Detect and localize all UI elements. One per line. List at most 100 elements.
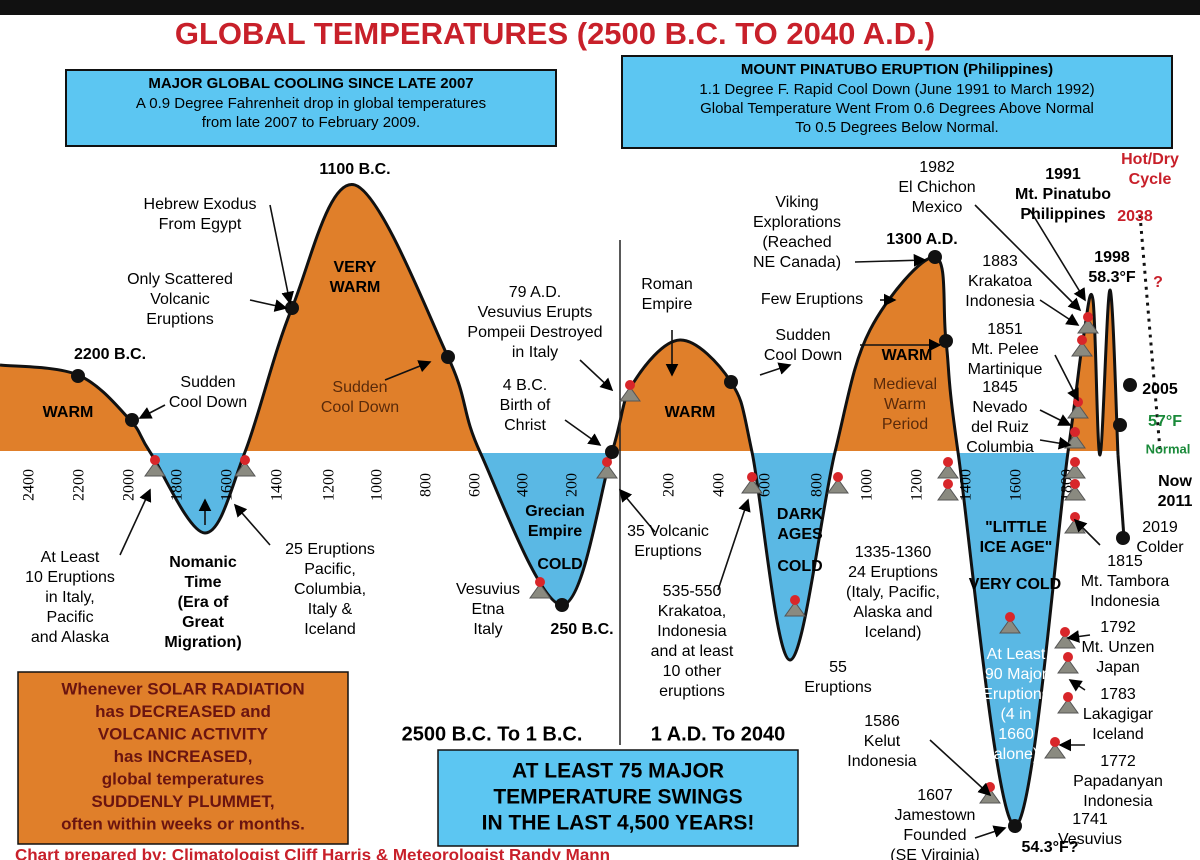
event-dot — [441, 350, 455, 364]
volcano — [741, 478, 763, 494]
annotation-line: 79 A.D. — [509, 284, 561, 301]
annotation-line: 1741 — [1072, 811, 1108, 828]
annotation-line: Period — [882, 416, 928, 433]
annotation-line: Few Eruptions — [761, 291, 863, 308]
annotation-line: Indonesia — [965, 293, 1034, 310]
annotation-line: Iceland — [304, 621, 356, 638]
annotation-line: 1335-1360 — [855, 544, 932, 561]
annotation-line: 24 Eruptions — [848, 564, 938, 581]
annotation-line: Cool Down — [169, 394, 247, 411]
annotation-line: VERY COLD — [969, 576, 1061, 593]
info-box-line: To 0.5 Degrees Below Normal. — [795, 119, 998, 136]
annotation: "LITTLE ICE AGE" — [980, 519, 1053, 556]
volcano — [827, 478, 849, 494]
solar-box — [17, 671, 349, 845]
solar-text-line: has DECREASED and — [95, 702, 271, 721]
arrow — [854, 253, 927, 267]
annotation-line: 1815 — [1107, 553, 1143, 570]
annotation: 1772 Papadanyan Indonesia — [1073, 753, 1163, 810]
annotation-line: del Ruiz — [971, 419, 1029, 436]
axis-label: 1400 — [269, 469, 286, 501]
annotation-line: Grecian — [525, 503, 585, 520]
annotation: 55 Eruptions — [804, 659, 872, 696]
axis-label: 2200 — [71, 469, 88, 501]
annotation: VERY COLD — [969, 576, 1061, 593]
annotation-line: Great — [182, 614, 224, 631]
annotation-line: in Italy, — [45, 589, 95, 606]
volcano — [1064, 463, 1086, 479]
annotation-line: Alaska and — [853, 604, 932, 621]
annotation: 2500 B.C. To 1 B.C. — [402, 723, 583, 745]
volcano-plume — [150, 455, 160, 465]
axis-label: 1800 — [169, 469, 186, 501]
volcano-plume — [1070, 457, 1080, 467]
annotation: DARK AGES — [777, 506, 824, 543]
annotation-line: Krakatoa, — [658, 603, 726, 620]
annotation-line: (4 in — [1000, 706, 1031, 723]
annotation-line: Martinique — [968, 361, 1043, 378]
annotation-line: DARK — [777, 506, 824, 523]
volcano-plume — [535, 577, 545, 587]
annotation-line: 1783 — [1100, 686, 1136, 703]
annotation-line: Explorations — [753, 214, 841, 231]
annotation: 79 A.D. Vesuvius Erupts Pompeii Destroyed i… — [467, 284, 602, 361]
annotation-line: Japan — [1096, 659, 1140, 676]
annotation-line: Philippines — [1020, 206, 1105, 223]
annotation-line: Vesuvius Erupts — [478, 304, 593, 321]
annotation: Normal — [1146, 441, 1191, 456]
annotation-line: Time — [184, 574, 221, 591]
info-box-line: 1.1 Degree F. Rapid Cool Down (June 1991… — [699, 81, 1094, 98]
annotation-line: Papadanyan — [1073, 773, 1163, 790]
annotation: 250 B.C. — [550, 621, 613, 638]
event-dot — [939, 334, 953, 348]
annotation-line: 1845 — [982, 379, 1018, 396]
event-dot — [605, 445, 619, 459]
annotation: 1335-1360 24 Eruptions (Italy, Pacific, Ala… — [846, 544, 940, 641]
arrow — [138, 404, 166, 419]
annotation-line: Founded — [903, 827, 966, 844]
annotation: At Least 90 Major Eruptions (4 in 1660 alone) — [982, 646, 1050, 763]
arrow — [249, 299, 288, 312]
axis-label: 2400 — [21, 469, 38, 501]
annotation-line: 1851 — [987, 321, 1023, 338]
annotation-line: Indonesia — [1090, 593, 1159, 610]
event-dot — [555, 598, 569, 612]
annotation: Medieval Warm Period — [873, 376, 937, 433]
warm-area — [0, 184, 1118, 452]
annotation-line: Italy — [473, 621, 502, 638]
annotation: Hot/Dry Cycle — [1121, 151, 1179, 188]
volcano-plume — [790, 595, 800, 605]
volcano-plume — [1083, 312, 1093, 322]
annotation-line: COLD — [777, 558, 822, 575]
annotation-line: Empire — [528, 523, 582, 540]
annotation-line: Iceland — [1092, 726, 1144, 743]
annotation: 1783 Lakagigar Iceland — [1083, 686, 1154, 743]
annotation-line: 25 Eruptions — [285, 541, 375, 558]
volcano-plume — [943, 479, 953, 489]
annotation-line: At Least — [41, 549, 100, 566]
arrow — [929, 739, 992, 797]
title: GLOBAL TEMPERATURES (2500 B.C. TO 2040 A… — [175, 16, 935, 51]
axis-label: 200 — [661, 473, 678, 497]
annotation-line: At Least — [987, 646, 1046, 663]
arrow — [1029, 209, 1086, 302]
annotation-line: Indonesia — [1083, 793, 1152, 810]
axis-label: 1200 — [909, 469, 926, 501]
annotation-line: Pompeii Destroyed — [467, 324, 602, 341]
solar-text-line: global temperatures — [102, 769, 265, 788]
annotation-line: Indonesia — [657, 623, 726, 640]
swings-text-line: IN THE LAST 4,500 YEARS! — [482, 812, 755, 835]
annotation-line: Sudden — [180, 374, 235, 391]
annotation: 35 Volcanic Eruptions — [627, 523, 709, 560]
volcano — [596, 463, 618, 479]
annotation-line: Nomanic — [169, 554, 237, 571]
annotation: Sudden Cool Down — [321, 379, 399, 416]
solar-text-line: SUDDENLY PLUMMET, — [91, 792, 274, 811]
event-dot — [1113, 418, 1127, 432]
arrow — [974, 204, 1082, 312]
annotation-line: 2200 B.C. — [74, 346, 146, 363]
annotation-line: WARM — [665, 404, 716, 421]
volcano — [1071, 341, 1093, 357]
solar-text-line: often within weeks or months. — [61, 814, 305, 833]
